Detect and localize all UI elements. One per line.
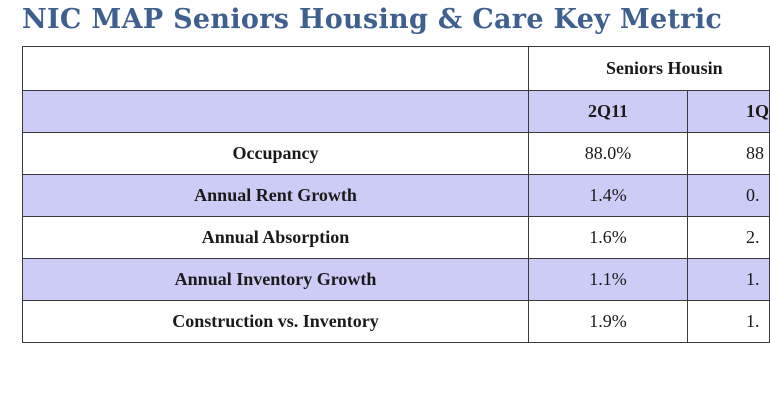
row-value-1q: 2. (686, 216, 770, 259)
row-value-1q: 1. (686, 258, 770, 301)
period-header-2q11: 2Q11 (528, 90, 688, 133)
table-corner-cell (21, 46, 530, 91)
group-header-seniors-housing: Seniors Housin (528, 46, 770, 91)
row-label: Annual Absorption (21, 216, 530, 259)
row-value-2q11: 1.6% (528, 216, 688, 259)
table-row-occupancy: Occupancy 88.0% 88 (21, 132, 770, 175)
table-row-annual-inventory-growth: Annual Inventory Growth 1.1% 1. (21, 258, 770, 301)
table-group-header-row: Seniors Housin (21, 46, 770, 91)
row-value-2q11: 88.0% (528, 132, 688, 175)
table-period-row: 2Q11 1Q (21, 90, 770, 133)
row-value-1q: 0. (686, 174, 770, 217)
row-label: Annual Rent Growth (21, 174, 530, 217)
row-value-1q: 88 (686, 132, 770, 175)
period-header-1q: 1Q (686, 90, 770, 133)
row-value-2q11: 1.1% (528, 258, 688, 301)
table-row-annual-absorption: Annual Absorption 1.6% 2. (21, 216, 770, 259)
table-row-construction-vs-inventory: Construction vs. Inventory 1.9% 1. (21, 300, 770, 343)
row-value-2q11: 1.9% (528, 300, 688, 343)
row-value-1q: 1. (686, 300, 770, 343)
row-label: Occupancy (21, 132, 530, 175)
row-value-2q11: 1.4% (528, 174, 688, 217)
page-title: NIC MAP Seniors Housing & Care Key Metri… (22, 4, 723, 35)
period-row-label-cell (21, 90, 530, 133)
row-label: Annual Inventory Growth (21, 258, 530, 301)
row-label: Construction vs. Inventory (21, 300, 530, 343)
key-metrics-table: Seniors Housin 2Q11 1Q Occupancy 88.0% 8… (21, 46, 770, 343)
table-row-annual-rent-growth: Annual Rent Growth 1.4% 0. (21, 174, 770, 217)
